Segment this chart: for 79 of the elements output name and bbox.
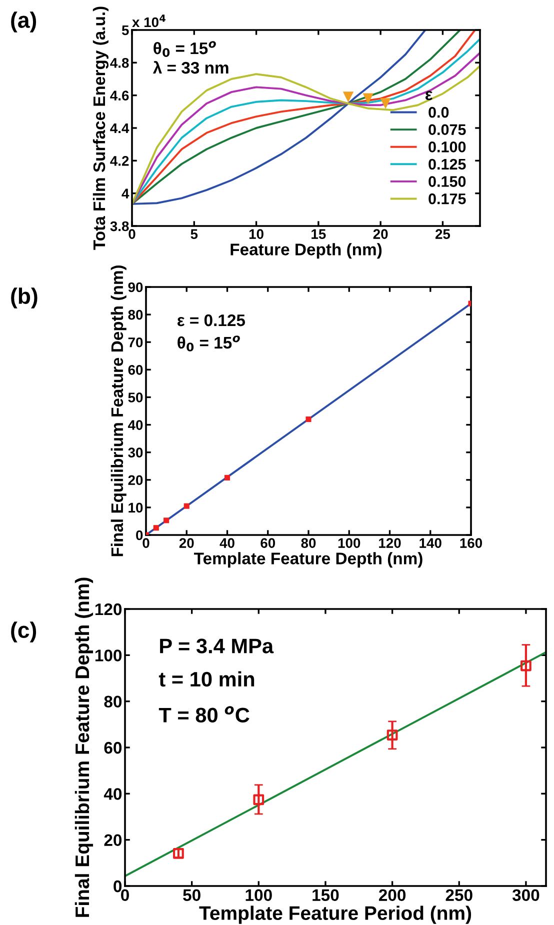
y-tick-label: 4 [122, 188, 130, 198]
point [224, 474, 230, 480]
point [184, 503, 190, 509]
point [380, 98, 391, 109]
legend-label: 0.150 [428, 176, 466, 187]
annotation: ε = 0.125 [178, 314, 246, 326]
point [386, 730, 398, 740]
y-tick-label: 0 [136, 530, 143, 540]
text: x 10$^{4}$ [132, 14, 166, 28]
x-axis-title: Feature Depth (nm) [230, 243, 382, 259]
y-tick-label: 20 [104, 834, 122, 846]
x-tick-label: 5 [190, 229, 198, 239]
x-tick-label: 140 [420, 538, 442, 548]
y-axis-title: Final Equilibrium Feature Depth (nm) [110, 266, 126, 556]
point [362, 93, 374, 104]
y-tick-label: 30 [128, 448, 143, 458]
y-tick-label: 5 [122, 25, 129, 36]
x-axis-title: Template Feature Period (nm) [199, 906, 472, 924]
x-tick-label: 200 [378, 889, 406, 902]
y-tick-label: 60 [104, 742, 122, 754]
annotation: λ = 33 nm [152, 61, 228, 74]
x-tick-label: 300 [512, 889, 540, 902]
x-tick-label: 160 [460, 538, 482, 548]
point [253, 794, 264, 806]
x-axis-title: Template Feature Depth (nm) [194, 552, 422, 568]
legend-label: 0.075 [428, 124, 466, 136]
text: (c) [11, 622, 36, 642]
y-tick-label: 60 [128, 365, 143, 375]
point [520, 660, 532, 672]
annotation: P = 3.4 MPa [160, 638, 274, 654]
y-tick-label: 4.2 [110, 156, 129, 166]
y-tick-label: 120 [95, 603, 122, 616]
y-tick-label: 4.8 [110, 58, 129, 68]
legend-label: 0.175 [428, 193, 466, 204]
x-tick-label: 15 [312, 229, 326, 239]
y-tick-label: 80 [104, 696, 122, 708]
y-tick-label: 20 [128, 475, 143, 486]
x-tick-label: 20 [179, 538, 194, 548]
y-tick-label: 50 [128, 392, 143, 402]
legend-title: ε [425, 91, 432, 100]
y-tick-label: 4.4 [110, 123, 130, 134]
x-tick-label: 40 [220, 538, 234, 548]
annotation: T = 80 $^{o}$C [158, 706, 250, 723]
x-tick-label: 20 [373, 229, 388, 239]
point [153, 525, 159, 531]
x-tick-label: 120 [379, 538, 401, 548]
y-tick-label: 4.6 [110, 90, 129, 101]
x-tick-label: 0 [142, 538, 150, 548]
point [342, 92, 354, 102]
legend-label: 0.125 [428, 158, 466, 170]
y-tick-label: 0 [114, 880, 122, 892]
annotation: t = 10 min [158, 671, 254, 687]
x-tick-label: 250 [446, 889, 472, 902]
annotation: θ$_{0}$ = 15$^{o}$ [178, 336, 240, 352]
x-tick-label: 25 [435, 229, 450, 239]
y-tick-label: 40 [104, 788, 122, 800]
text: (b) [11, 288, 38, 308]
point [164, 518, 170, 524]
y-tick-label: 80 [128, 310, 143, 320]
y-tick-label: 3.8 [110, 221, 129, 232]
legend-label: 0.100 [428, 142, 466, 152]
x-tick-label: 100 [246, 889, 272, 902]
x-tick-label: 10 [249, 229, 264, 239]
x-tick-label: 100 [338, 538, 360, 548]
y-tick-label: 70 [128, 337, 143, 348]
y-axis-title: Final Equilibrium Feature Depth (nm) [74, 578, 94, 917]
y-tick-label: 90 [128, 282, 143, 292]
x-tick-label: 80 [301, 538, 316, 548]
x-tick-label: 50 [183, 889, 200, 902]
annotation: θ$_{0}$ = 15$^{o}$ [154, 41, 216, 57]
x-tick-label: 150 [312, 889, 339, 902]
y-tick-label: 100 [95, 650, 122, 662]
y-axis-title: Tota Film Surface Energy (a.u.) [92, 6, 109, 250]
x-tick-label: 60 [260, 538, 276, 548]
y-tick-label: 10 [128, 502, 143, 513]
point [306, 416, 312, 422]
legend-label: 0.0 [428, 106, 449, 118]
text: (a) [11, 12, 36, 32]
y-tick-label: 40 [128, 420, 143, 430]
